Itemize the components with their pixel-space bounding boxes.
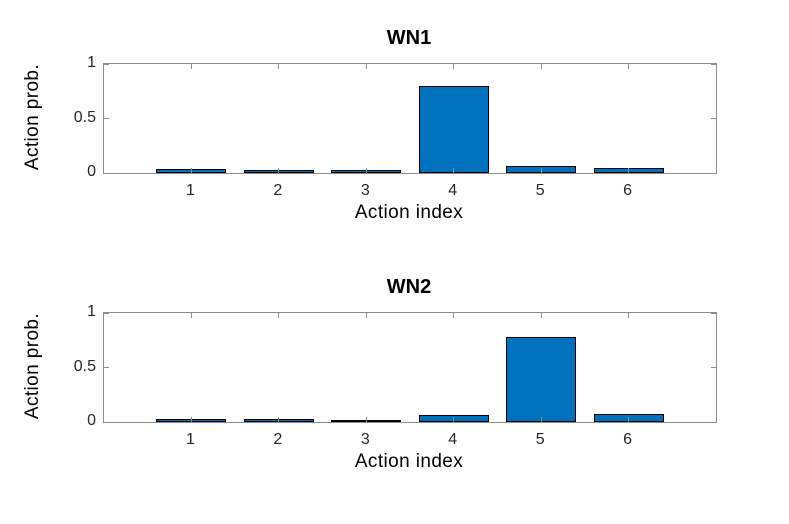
- x-tick-mark: [365, 313, 367, 318]
- x-tick-mark: [365, 168, 367, 173]
- x-axis-label: Action index: [354, 202, 464, 223]
- x-tick-mark: [453, 168, 455, 173]
- x-tick-mark: [628, 64, 630, 69]
- y-tick-mark: [104, 367, 109, 368]
- x-tick-mark: [190, 64, 192, 69]
- plot-area: [103, 63, 717, 174]
- x-tick-mark: [540, 64, 542, 69]
- x-tick-mark: [453, 64, 455, 69]
- bar: [418, 85, 489, 173]
- y-tick-mark: [104, 172, 109, 174]
- x-tick-label: 1: [185, 431, 195, 448]
- y-tick-label: 1: [87, 54, 96, 71]
- x-tick-mark: [453, 417, 455, 422]
- x-tick-mark: [278, 168, 280, 173]
- x-tick-mark: [278, 64, 280, 69]
- x-tick-mark: [278, 417, 280, 422]
- chart-wn1: WN1 Action prob. Action index 1 2 3 4 5 6 0 0.5…: [0, 0, 789, 240]
- x-tick-mark: [628, 168, 630, 173]
- plot-area: [103, 312, 717, 423]
- chart-wn2: WN2 Action prob. Action index 1 2 3 4 5 6 0 0.5…: [0, 249, 789, 489]
- x-tick-mark: [278, 313, 280, 318]
- x-tick-label: 4: [448, 431, 458, 448]
- x-tick-mark: [628, 313, 630, 318]
- x-tick-mark: [540, 313, 542, 318]
- x-tick-label: 5: [535, 182, 545, 199]
- y-tick-mark: [711, 63, 716, 65]
- x-tick-label: 5: [535, 431, 545, 448]
- chart-title: WN1: [386, 27, 432, 49]
- x-tick-mark: [190, 168, 192, 173]
- x-tick-mark: [190, 313, 192, 318]
- y-tick-mark: [104, 118, 109, 119]
- x-tick-label: 6: [623, 431, 633, 448]
- x-tick-label: 2: [273, 182, 283, 199]
- x-tick-label: 3: [360, 431, 370, 448]
- x-tick-mark: [365, 64, 367, 69]
- y-tick-mark: [711, 421, 716, 423]
- y-tick-mark: [711, 367, 716, 368]
- x-axis-label: Action index: [354, 451, 464, 472]
- chart-title: WN2: [386, 276, 432, 298]
- x-tick-mark: [190, 417, 192, 422]
- y-tick-mark: [711, 172, 716, 174]
- x-tick-mark: [365, 417, 367, 422]
- y-tick-mark: [711, 118, 716, 119]
- x-tick-label: 3: [360, 182, 370, 199]
- x-tick-mark: [540, 417, 542, 422]
- x-tick-mark: [453, 313, 455, 318]
- y-tick-mark: [104, 421, 109, 423]
- x-tick-label: 4: [448, 182, 458, 199]
- y-tick-mark: [104, 63, 109, 65]
- x-tick-label: 6: [623, 182, 633, 199]
- x-tick-label: 2: [273, 431, 283, 448]
- y-tick-label: 0.5: [73, 357, 96, 375]
- bar: [506, 336, 577, 422]
- y-tick-label: 0: [87, 163, 96, 180]
- x-tick-mark: [540, 168, 542, 173]
- y-tick-label: 1: [87, 303, 96, 320]
- y-tick-label: 0.5: [73, 108, 96, 126]
- y-tick-mark: [711, 312, 716, 314]
- x-tick-mark: [628, 417, 630, 422]
- x-tick-label: 1: [185, 182, 195, 199]
- y-tick-label: 0: [87, 412, 96, 429]
- y-tick-mark: [104, 312, 109, 314]
